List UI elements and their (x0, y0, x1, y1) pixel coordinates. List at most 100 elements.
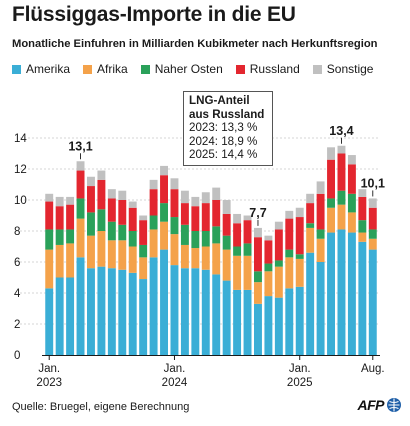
bar-segment-amerika-2023-08 (118, 269, 127, 355)
bar-segment-russland-2025-02 (306, 203, 315, 224)
bar-segment-russland-2023-07 (107, 198, 116, 222)
bar-segment-sonstige-2025-02 (306, 193, 315, 204)
bar-segment-sonstige-2024-07 (233, 213, 242, 224)
bar-segment-afrika-2024-12 (285, 257, 294, 289)
bar-segment-russland-2023-10 (139, 220, 148, 245)
bar-segment-amerika-2024-03 (191, 268, 200, 355)
bar-segment-sonstige-2023-06 (97, 170, 106, 180)
bar-segment-afrika-2025-02 (306, 227, 315, 253)
bar-segment-afrika-2023-03 (66, 243, 75, 278)
legend-swatch-amerika (12, 64, 21, 74)
bar-segment-naher-osten-2024-11 (274, 260, 283, 267)
bar-segment-amerika-2025-04 (327, 232, 335, 355)
bar-segment-sonstige-2023-03 (66, 196, 75, 205)
x-tick-label-month-2025-08: Aug. (361, 363, 385, 375)
bar-segment-amerika-2024-06 (222, 280, 231, 355)
bar-segment-afrika-2023-04 (76, 218, 85, 258)
legend-label-sonstige: Sonstige (326, 62, 374, 76)
bar-segment-sonstige-2024-08 (243, 215, 252, 221)
legend-item-naher-osten: Naher Osten (140, 62, 223, 76)
bar-segment-naher-osten-2023-10 (139, 244, 148, 258)
bar-segment-naher-osten-2025-01 (295, 254, 304, 259)
afp-logo-text: AFP (357, 397, 385, 413)
bar-segment-sonstige-2024-03 (191, 196, 200, 207)
bar-segment-naher-osten-2024-04 (201, 231, 210, 247)
bar-segment-afrika-2024-02 (180, 244, 189, 269)
bar-segment-naher-osten-2023-03 (66, 229, 75, 244)
bar-segment-russland-2023-11 (149, 189, 158, 216)
bar-segment-russland-2025-01 (295, 217, 304, 255)
annotation-heading-1: LNG-Anteil (189, 94, 250, 107)
bar-segment-sonstige-2023-09 (128, 201, 137, 208)
bar-segment-afrika-2024-08 (243, 255, 252, 290)
bar-segment-russland-2025-04 (327, 159, 335, 199)
bar-segment-naher-osten-2023-01 (45, 229, 54, 250)
bar-segment-russland-2025-07 (358, 196, 367, 221)
bar-segment-sonstige-2023-08 (118, 190, 127, 200)
y-tick-label-8: 8 (14, 226, 20, 238)
bar-segment-sonstige-2023-02 (55, 196, 64, 207)
annotation-label-2024-09: 7,7 (249, 206, 266, 220)
y-tick-label-14: 14 (14, 133, 27, 145)
bar-segment-naher-osten-2025-03 (316, 229, 325, 239)
legend-swatch-sonstige (312, 64, 322, 74)
bar-segment-sonstige-2024-02 (180, 190, 189, 204)
bar-segment-russland-2024-07 (233, 223, 242, 247)
bar-segment-amerika-2025-05 (337, 229, 346, 355)
bar-segment-afrika-2024-10 (264, 271, 273, 297)
bar-segment-amerika-2024-01 (170, 265, 179, 355)
y-tick-label-10: 10 (14, 195, 27, 207)
bar-segment-naher-osten-2023-07 (107, 221, 116, 241)
bar-segment-afrika-2025-07 (358, 232, 367, 242)
bar-segment-sonstige-2024-05 (212, 187, 221, 200)
bar-segment-sonstige-2024-09 (254, 227, 262, 238)
bar-segment-afrika-2023-08 (118, 240, 127, 270)
bar-segment-naher-osten-2024-01 (170, 217, 179, 235)
bar-segment-amerika-2025-06 (347, 232, 356, 355)
bar-segment-sonstige-2023-05 (87, 176, 95, 187)
bar-segment-amerika-2023-06 (97, 266, 106, 355)
bar-segment-amerika-2024-04 (201, 269, 210, 355)
bar-segment-russland-2023-04 (76, 170, 85, 199)
bar-segment-amerika-2024-05 (212, 274, 221, 355)
bar-segment-russland-2024-01 (170, 189, 179, 218)
annotation-heading-2: aus Russland (189, 107, 265, 121)
bar-segment-amerika-2024-11 (274, 297, 283, 355)
bar-segment-naher-osten-2023-12 (160, 203, 168, 222)
bar-segment-afrika-2024-01 (170, 234, 179, 266)
bar-segment-afrika-2025-04 (327, 207, 335, 233)
bar-segment-afrika-2025-05 (337, 204, 346, 230)
annotation-row-2025: 2025: 14,4 % (189, 148, 258, 162)
bar-segment-sonstige-2023-04 (76, 161, 85, 171)
bar-segment-russland-2024-08 (243, 220, 252, 244)
bar-segment-naher-osten-2023-02 (55, 229, 64, 245)
bar-segment-afrika-2023-11 (149, 229, 158, 258)
bar-segment-sonstige-2023-07 (107, 189, 116, 199)
bar-segment-naher-osten-2024-03 (191, 231, 200, 249)
bar-segment-afrika-2024-09 (254, 282, 262, 304)
annotation-label-2023-04: 13,1 (68, 139, 92, 153)
bar-segment-russland-2025-06 (347, 164, 356, 194)
legend: Amerika Afrika Naher Osten Russland Sons… (12, 62, 373, 76)
bar-segment-sonstige-2023-11 (149, 179, 158, 190)
bar-segment-russland-2023-08 (118, 200, 127, 225)
bar-segment-russland-2025-03 (316, 193, 325, 230)
bar-segment-sonstige-2024-11 (274, 221, 283, 230)
y-tick-label-6: 6 (14, 257, 20, 269)
source-note: Quelle: Bruegel, eigene Berechnung (12, 401, 190, 413)
bar-segment-naher-osten-2023-11 (149, 215, 158, 230)
bar-segment-russland-2024-06 (222, 213, 231, 236)
bar-segment-russland-2024-04 (201, 203, 210, 231)
bar-segment-russland-2024-12 (285, 218, 294, 250)
x-tick-label-month-2023-01: Jan. (38, 363, 60, 375)
bar-segment-afrika-2024-04 (201, 246, 210, 270)
bar-segment-afrika-2023-06 (97, 231, 106, 267)
bar-segment-amerika-2023-12 (160, 249, 168, 355)
bar-segment-sonstige-2023-12 (160, 165, 168, 176)
bar-segment-naher-osten-2025-02 (306, 223, 315, 228)
bar-segment-russland-2024-03 (191, 206, 200, 231)
y-tick-label-12: 12 (14, 164, 27, 176)
bar-segment-sonstige-2024-10 (264, 235, 273, 241)
bar-segment-russland-2025-05 (337, 153, 346, 191)
bar-segment-naher-osten-2024-10 (264, 263, 273, 272)
